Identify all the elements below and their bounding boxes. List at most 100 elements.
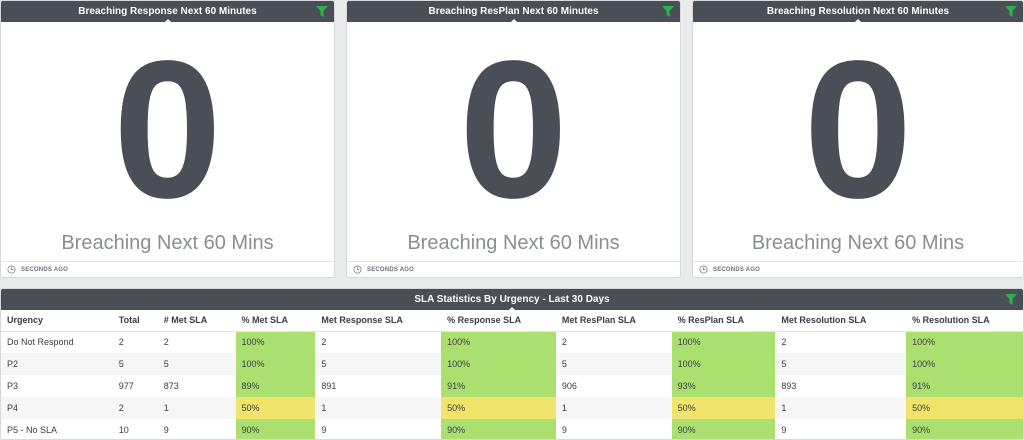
kpi-value: 0 [112, 20, 222, 239]
table-cell: 5 [775, 353, 907, 375]
table-cell: P5 - No SLA [7, 425, 58, 435]
widget-header: SLA Statistics By Urgency - Last 30 Days [1, 289, 1023, 311]
widget-title: SLA Statistics By Urgency - Last 30 Days [414, 294, 610, 305]
table-cell: 1 [157, 397, 236, 419]
widget-header: Breaching Response Next 60 Minutes [1, 1, 334, 23]
percent-cell: 50% [441, 397, 556, 419]
kpi-widget-response: Breaching Response Next 60 Minutes 0 Bre… [0, 0, 335, 278]
table-row: P5 - No SLA 10 9 90% 9 90% 9 90% 9 90% [1, 419, 1023, 439]
column-header[interactable]: Met Response SLA [315, 310, 442, 332]
percent-cell: 91% [906, 375, 1023, 397]
kpi-caption: Breaching Next 60 Mins [751, 232, 965, 254]
column-header[interactable]: Urgency [1, 310, 113, 332]
table-cell: 893 [781, 381, 797, 391]
widget-footer: SECONDS AGO [1, 261, 334, 277]
clock-icon [699, 265, 708, 274]
last-updated: SECONDS AGO [713, 266, 760, 273]
kpi-widget-resplan: Breaching ResPlan Next 60 Minutes 0 Brea… [346, 0, 681, 278]
sla-statistics-widget: SLA Statistics By Urgency - Last 30 Days… [0, 288, 1024, 440]
percent-cell: 93% [671, 375, 776, 397]
table-cell: 891 [321, 381, 337, 391]
column-header[interactable]: Total [112, 310, 158, 332]
column-header[interactable]: % ResPlan SLA [671, 310, 776, 332]
table-cell: 2 [163, 337, 169, 348]
percent-cell: 90% [235, 419, 316, 439]
percent-cell: 100% [441, 353, 556, 375]
percent-cell: 91% [441, 375, 556, 397]
percent-cell: 100% [906, 353, 1023, 375]
column-header[interactable]: Met ResPlan SLA [555, 310, 672, 332]
column-header[interactable]: % Met SLA [235, 310, 316, 332]
widget-title: Breaching ResPlan Next 60 Minutes [428, 6, 599, 17]
table-cell: 10 [118, 425, 129, 435]
table-cell: 5 [112, 353, 158, 375]
table-cell: Do Not Respond [7, 337, 74, 348]
widget-title: Breaching Resolution Next 60 Minutes [766, 6, 950, 17]
table-header-row: Urgency Total # Met SLA % Met SLA Met Re… [1, 310, 1023, 332]
percent-cell: 90% [441, 419, 556, 439]
table-cell: P2 [1, 353, 113, 375]
table-cell: 2 [112, 397, 158, 419]
percent-cell: 90% [671, 419, 776, 439]
table-cell: 2 [781, 337, 787, 348]
header-notch [163, 19, 172, 23]
filter-icon[interactable] [1005, 294, 1017, 305]
column-header[interactable]: Met Resolution SLA [775, 310, 907, 332]
last-updated: SECONDS AGO [367, 266, 414, 273]
table-cell: 5 [555, 353, 672, 375]
table-cell: P3 [7, 381, 19, 391]
widget-header: Breaching Resolution Next 60 Minutes [693, 1, 1023, 23]
table-cell: 2 [321, 337, 327, 348]
table-cell: 9 [781, 425, 787, 435]
table-cell: 9 [321, 425, 327, 435]
table-row: P3 977 873 89% 891 91% 906 93% 893 91% [1, 375, 1023, 397]
percent-cell: 89% [235, 375, 316, 397]
table-cell: 1 [315, 397, 442, 419]
percent-cell: 90% [906, 419, 1023, 439]
percent-cell: 100% [671, 353, 776, 375]
widget-footer: SECONDS AGO [693, 261, 1023, 277]
table-cell: 873 [163, 381, 179, 391]
column-header[interactable]: % Resolution SLA [906, 310, 1023, 332]
table-cell: 5 [315, 353, 442, 375]
last-updated: SECONDS AGO [21, 266, 68, 273]
widget-title: Breaching Response Next 60 Minutes [78, 6, 257, 17]
percent-cell: 100% [671, 331, 776, 353]
kpi-value: 0 [458, 20, 568, 239]
table-cell: 2 [118, 337, 124, 348]
table-cell: P4 [1, 397, 113, 419]
header-notch [508, 307, 516, 311]
percent-cell: 50% [906, 397, 1023, 419]
header-notch [854, 19, 862, 23]
column-header[interactable]: # Met SLA [157, 310, 236, 332]
percent-cell: 100% [906, 331, 1023, 353]
header-notch [509, 19, 518, 23]
kpi-caption: Breaching Next 60 Mins [407, 232, 620, 254]
table-row: Do Not Respond 2 2 100% 2 100% 2 100% 2 … [1, 331, 1023, 353]
kpi-caption: Breaching Next 60 Mins [61, 232, 274, 254]
widget-footer: SECONDS AGO [347, 261, 680, 277]
percent-cell: 50% [235, 397, 316, 419]
filter-icon[interactable] [1005, 6, 1017, 17]
table-cell: 2 [561, 337, 567, 348]
filter-icon[interactable] [662, 6, 674, 17]
kpi-value: 0 [803, 20, 913, 239]
table-cell: 1 [775, 397, 907, 419]
table-row: P2 5 5 100% 5 100% 5 100% 5 100% [1, 353, 1023, 375]
clock-icon [7, 265, 16, 274]
table-cell: 977 [118, 381, 134, 391]
clock-icon [353, 265, 362, 274]
widget-header: Breaching ResPlan Next 60 Minutes [347, 1, 680, 23]
column-header[interactable]: % Response SLA [441, 310, 556, 332]
percent-cell: 100% [235, 331, 316, 353]
percent-cell: 100% [441, 331, 556, 353]
sla-table: Urgency Total # Met SLA % Met SLA Met Re… [1, 310, 1023, 439]
table-cell: 906 [561, 381, 577, 391]
table-cell: 5 [157, 353, 236, 375]
percent-cell: 100% [235, 353, 316, 375]
table-cell: 9 [561, 425, 567, 435]
filter-icon[interactable] [316, 6, 328, 17]
kpi-widget-resolution: Breaching Resolution Next 60 Minutes 0 B… [692, 0, 1024, 278]
percent-cell: 50% [671, 397, 776, 419]
table-cell: 9 [163, 425, 169, 435]
